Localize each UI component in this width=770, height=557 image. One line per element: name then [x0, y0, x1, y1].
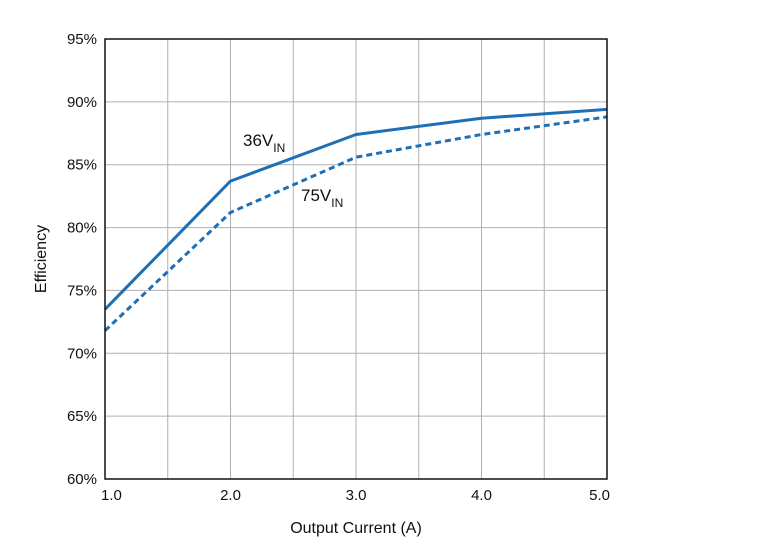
series-label-36vin: 36VIN [243, 131, 285, 155]
x-tick-labels: 1.0 2.0 3.0 4.0 5.0 [101, 487, 610, 504]
series-label-36vin-sub: IN [273, 141, 285, 155]
series-label-75vin: 75VIN [301, 186, 343, 210]
y-tick-label: 60% [67, 471, 97, 488]
y-tick-labels: 60% 65% 70% 75% 80% 85% 90% 95% [67, 31, 97, 488]
series-lines [103, 107, 608, 332]
y-axis-label: Efficiency [33, 225, 50, 293]
x-tick-label: 3.0 [346, 487, 367, 504]
grid [105, 39, 607, 479]
series-line-36vin [103, 107, 608, 311]
x-tick-label: 4.0 [471, 487, 492, 504]
x-axis-label: Output Current (A) [290, 520, 422, 537]
x-tick-label: 1.0 [101, 487, 122, 504]
y-tick-label: 90% [67, 94, 97, 111]
series-label-75vin-main: 75V [301, 186, 332, 205]
x-tick-label: 2.0 [220, 487, 241, 504]
y-tick-label: 85% [67, 157, 97, 174]
y-tick-label: 65% [67, 408, 97, 425]
y-tick-label: 80% [67, 220, 97, 237]
y-tick-label: 95% [67, 31, 97, 48]
series-line-75vin [103, 115, 608, 332]
series-label-36vin-main: 36V [243, 131, 274, 150]
y-tick-label: 75% [67, 282, 97, 299]
series-label-75vin-sub: IN [331, 196, 343, 210]
x-tick-label: 5.0 [589, 487, 610, 504]
plot-frame [104, 38, 608, 480]
y-tick-label: 70% [67, 345, 97, 362]
